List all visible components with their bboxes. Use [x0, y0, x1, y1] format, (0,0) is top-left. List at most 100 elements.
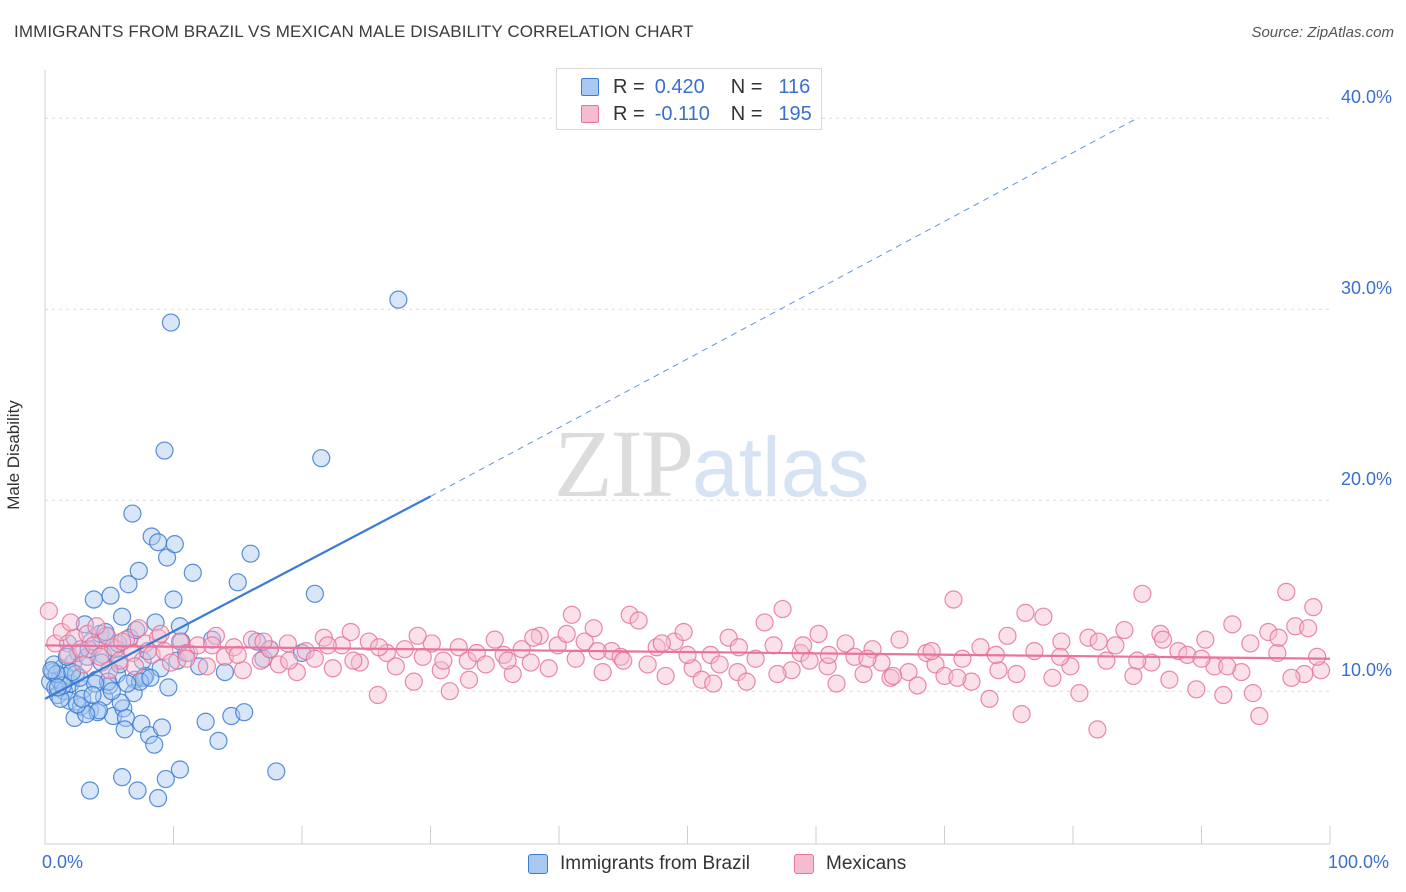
point-mexicans: [962, 672, 981, 691]
point-brazil: [141, 668, 160, 687]
point-brazil: [65, 708, 84, 728]
point-mexicans: [755, 613, 774, 632]
point-mexicans: [498, 651, 517, 670]
y-tick-40: 40.0%: [1340, 87, 1392, 107]
point-mexicans: [1282, 668, 1301, 687]
legend-n-label: N =: [730, 75, 763, 98]
point-brazil: [152, 718, 172, 737]
point-mexicans: [1133, 584, 1152, 603]
point-mexicans: [1070, 684, 1089, 703]
point-mexicans: [881, 668, 900, 687]
point-mexicans: [1250, 706, 1269, 726]
point-mexicans: [87, 617, 106, 636]
point-mexicans: [524, 628, 543, 647]
point-brazil: [112, 768, 132, 787]
y-tick-20: 20.0%: [1340, 469, 1392, 489]
point-brazil: [215, 662, 234, 682]
point-mexicans: [188, 636, 208, 655]
x-tick-0: 0.0%: [42, 852, 84, 872]
point-brazil: [183, 563, 202, 582]
point-mexicans: [530, 626, 549, 645]
point-brazil: [155, 441, 174, 460]
point-mexicans: [1052, 632, 1071, 651]
point-mexicans: [794, 636, 813, 655]
point-mexicans: [1034, 607, 1053, 626]
point-brazil: [83, 685, 102, 705]
point-mexicans: [944, 590, 963, 609]
legend-n-value: 116: [778, 75, 811, 98]
point-mexicans: [129, 619, 148, 638]
source-label: Source: ZipAtlas.com: [1251, 24, 1394, 41]
point-brazil: [305, 584, 324, 603]
point-mexicans: [1016, 603, 1035, 622]
y-tick-30: 30.0%: [1340, 278, 1392, 298]
point-mexicans: [1012, 705, 1031, 724]
point-mexicans: [584, 619, 603, 638]
point-brazil: [73, 689, 92, 708]
point-mexicans: [305, 649, 324, 668]
point-mexicans: [1308, 647, 1327, 666]
point-mexicans: [280, 651, 299, 670]
point-mexicans: [440, 682, 459, 701]
point-mexicans: [1043, 668, 1062, 687]
x-tick-100: 100.0%: [1328, 852, 1390, 872]
point-mexicans: [1106, 636, 1125, 655]
point-brazil: [42, 661, 61, 680]
point-mexicans: [370, 638, 389, 657]
point-brazil: [146, 613, 165, 632]
legend-n-value: 195: [778, 102, 812, 125]
y-tick-10: 10.0%: [1340, 660, 1392, 680]
point-brazil: [123, 504, 142, 523]
point-mexicans: [61, 613, 80, 632]
point-brazil: [148, 789, 168, 808]
point-mexicans: [652, 634, 671, 653]
point-mexicans: [1097, 651, 1116, 670]
point-mexicans: [177, 649, 196, 668]
point-mexicans: [1025, 641, 1044, 661]
legend-n-label: N =: [730, 102, 763, 125]
point-brazil: [101, 586, 120, 605]
watermark: ZIPatlas: [554, 408, 869, 519]
point-mexicans: [1088, 720, 1107, 739]
point-mexicans: [638, 655, 657, 674]
point-mexicans: [971, 638, 990, 657]
legend-r-value: 0.420: [654, 75, 705, 98]
point-brazil: [84, 590, 103, 609]
point-mexicans: [1192, 649, 1211, 668]
point-brazil: [312, 449, 331, 468]
correlation-legend: R = 0.420 N = 116 R = -0.110 N = 195: [556, 68, 822, 130]
legend-swatch-mexicans: [794, 854, 814, 874]
point-mexicans: [1115, 620, 1134, 640]
point-mexicans: [1218, 657, 1237, 676]
point-mexicans: [620, 605, 639, 624]
point-mexicans: [1241, 634, 1260, 653]
trendline-brazil-extension: [430, 117, 1138, 497]
point-mexicans: [998, 626, 1017, 645]
legend-swatch-brazil: [528, 854, 548, 874]
point-mexicans: [1142, 653, 1161, 672]
point-mexicans: [459, 670, 479, 689]
point-mexicans: [341, 622, 360, 642]
point-mexicans: [1187, 680, 1206, 699]
point-mexicans: [1311, 661, 1331, 680]
point-mexicans: [206, 626, 226, 645]
point-mexicans: [332, 636, 351, 655]
legend-swatch-brazil: [581, 78, 599, 96]
point-mexicans: [1007, 664, 1026, 684]
point-mexicans: [161, 653, 181, 672]
point-mexicans: [1124, 666, 1143, 686]
point-mexicans: [678, 645, 697, 665]
point-mexicans: [883, 666, 903, 686]
point-mexicans: [737, 672, 756, 691]
trendline-mexicans: [44, 644, 1331, 660]
watermark-zip: ZIP: [554, 410, 694, 517]
point-brazil: [267, 762, 286, 781]
point-mexicans: [449, 638, 468, 657]
point-mexicans: [629, 611, 648, 630]
point-mexicans: [1214, 685, 1233, 705]
point-mexicans: [800, 651, 819, 670]
point-mexicans: [91, 647, 110, 666]
point-mexicans: [1169, 641, 1188, 661]
point-mexicans: [908, 676, 927, 695]
point-mexicans: [692, 670, 711, 689]
